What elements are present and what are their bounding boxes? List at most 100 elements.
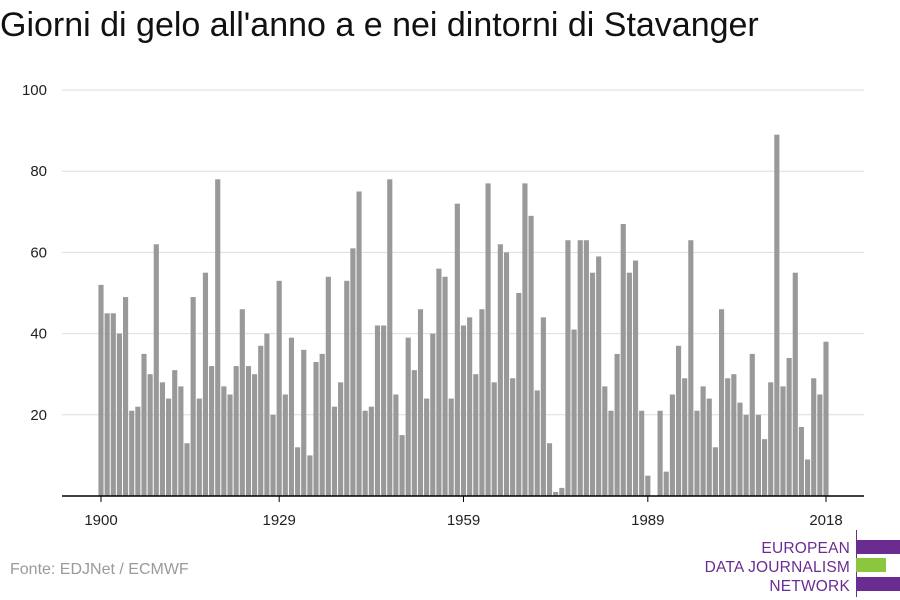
bar-1931 xyxy=(288,337,295,496)
bar-1940 xyxy=(344,280,350,496)
bar-1998 xyxy=(700,386,706,496)
bar-1956 xyxy=(442,276,448,496)
bar-1957 xyxy=(448,398,454,496)
bar-2006 xyxy=(749,353,755,496)
bar-1906 xyxy=(135,406,141,496)
bar-1963 xyxy=(485,183,491,496)
bar-2012 xyxy=(786,357,792,496)
bar-1968 xyxy=(516,293,522,496)
bar-1984 xyxy=(614,353,620,496)
bar-1945 xyxy=(374,325,381,496)
bar-1922 xyxy=(233,366,239,496)
y-tick-label: 40 xyxy=(30,326,47,343)
bar-2009 xyxy=(768,382,774,496)
bar-1913 xyxy=(178,386,184,496)
bar-1965 xyxy=(497,244,503,496)
bar-1943 xyxy=(362,410,368,496)
bar-1942 xyxy=(356,191,362,496)
bar-1905 xyxy=(129,410,135,496)
bar-1954 xyxy=(430,333,436,496)
bar-1976 xyxy=(565,240,571,496)
bar-1926 xyxy=(258,345,264,496)
bar-1974 xyxy=(553,491,559,496)
bar-1937 xyxy=(325,276,331,496)
bar-2010 xyxy=(774,134,780,496)
bar-1950 xyxy=(405,337,411,496)
source-note: Fonte: EDJNet / ECMWF xyxy=(10,561,189,578)
bar-1918 xyxy=(209,366,215,496)
bar-1919 xyxy=(215,179,221,496)
x-tick-label: 1929 xyxy=(262,512,295,529)
bar-1903 xyxy=(116,333,122,496)
bar-1977 xyxy=(571,329,577,496)
bar-1973 xyxy=(546,443,553,496)
bar-2003 xyxy=(731,374,737,496)
chart-title: Giorni di gelo all'anno a e nei dintorni… xyxy=(0,6,759,44)
bar-1959 xyxy=(460,325,467,496)
x-axis: 1900 1929 1959 1989 2018 xyxy=(62,495,864,529)
bar-1928 xyxy=(270,414,276,496)
bar-2015 xyxy=(805,459,811,496)
bar-2014 xyxy=(798,426,804,496)
bar-1941 xyxy=(350,248,356,496)
bar-2004 xyxy=(737,402,743,496)
bar-1979 xyxy=(583,240,589,496)
x-tick-label: 1900 xyxy=(84,512,117,529)
bar-1900 xyxy=(98,284,104,496)
bar-1915 xyxy=(190,297,196,496)
bars xyxy=(98,134,829,497)
logo-bar-bottom xyxy=(856,577,900,591)
bar-1995 xyxy=(682,378,688,496)
bar-1951 xyxy=(411,370,417,496)
bar-1996 xyxy=(688,240,694,496)
bar-1930 xyxy=(282,394,288,496)
bar-1923 xyxy=(239,309,245,496)
bar-2005 xyxy=(743,414,749,496)
bar-2008 xyxy=(761,439,768,496)
x-tick-label: 1989 xyxy=(631,512,664,529)
bar-1907 xyxy=(141,353,147,496)
bar-1921 xyxy=(227,394,233,496)
bar-1929 xyxy=(276,280,282,496)
bar-1902 xyxy=(110,313,116,496)
bar-1933 xyxy=(301,349,307,496)
bar-1936 xyxy=(319,353,325,496)
bar-1920 xyxy=(221,386,227,496)
bar-1955 xyxy=(436,268,442,496)
bar-2000 xyxy=(712,447,718,496)
bar-1980 xyxy=(589,272,596,496)
bar-1993 xyxy=(669,394,675,496)
bar-1927 xyxy=(264,333,270,496)
bar-1935 xyxy=(313,362,319,496)
bar-1991 xyxy=(657,410,663,496)
bar-2002 xyxy=(725,378,731,496)
bar-1914 xyxy=(184,443,190,496)
bar-1953 xyxy=(424,398,430,496)
bar-1994 xyxy=(675,345,682,496)
bar-1985 xyxy=(620,223,626,497)
bar-1910 xyxy=(159,382,166,496)
bar-1982 xyxy=(602,386,608,496)
bar-1964 xyxy=(491,382,497,496)
y-tick-label: 20 xyxy=(30,407,47,424)
bar-1934 xyxy=(307,455,313,496)
bar-1970 xyxy=(528,215,534,497)
bar-1946 xyxy=(381,325,387,496)
bar-1967 xyxy=(510,378,516,496)
bar-1999 xyxy=(706,398,712,496)
y-tick-label: 100 xyxy=(22,82,47,99)
bar-1983 xyxy=(608,410,614,496)
bar-2013 xyxy=(792,272,798,496)
bar-1989 xyxy=(645,475,651,496)
bar-1932 xyxy=(295,447,301,496)
bar-1962 xyxy=(479,309,485,496)
bar-1971 xyxy=(534,390,540,496)
bar-1997 xyxy=(694,410,700,496)
bar-1904 xyxy=(123,297,129,496)
y-tick-label: 80 xyxy=(30,163,47,180)
bar-1958 xyxy=(454,203,460,496)
bar-1972 xyxy=(540,317,546,496)
bar-1925 xyxy=(252,374,258,496)
bar-1992 xyxy=(663,471,669,496)
